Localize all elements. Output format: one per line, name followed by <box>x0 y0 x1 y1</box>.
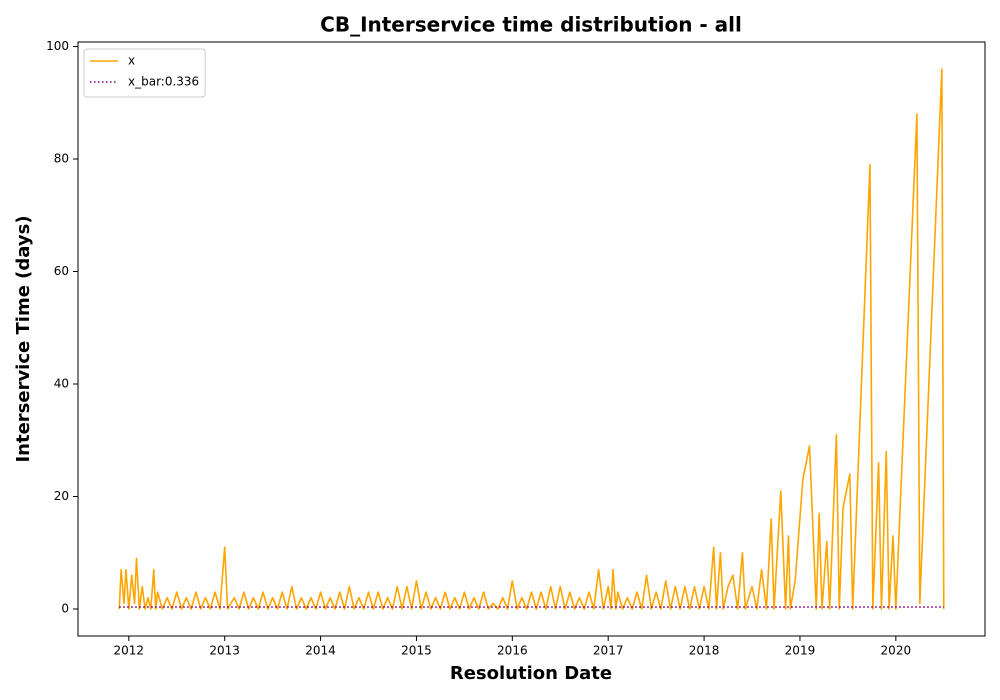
x-axis-label: Resolution Date <box>450 663 612 684</box>
y-tick-label: 40 <box>54 377 69 391</box>
x-tick-label: 2016 <box>497 644 528 658</box>
x-tick-label: 2015 <box>401 644 432 658</box>
y-axis-label: Interservice Time (days) <box>13 215 34 462</box>
x-tick-label: 2012 <box>114 644 145 658</box>
legend-label: x_bar:0.336 <box>128 75 199 89</box>
plot-frame <box>77 41 986 637</box>
x-tick-label: 2013 <box>209 644 240 658</box>
x-tick-label: 2014 <box>305 644 336 658</box>
x-tick-label: 2017 <box>593 644 624 658</box>
legend-box <box>83 48 206 98</box>
y-tick-label: 20 <box>54 489 69 503</box>
y-tick-label: 100 <box>46 39 69 53</box>
x-tick-label: 2018 <box>689 644 720 658</box>
x-tick-label: 2019 <box>785 644 816 658</box>
y-tick-label: 0 <box>61 602 69 616</box>
chart-title: CB_Interservice time distribution - all <box>320 13 742 37</box>
y-tick-label: 60 <box>54 264 69 278</box>
data-line <box>118 68 945 610</box>
x-tick-label: 2020 <box>881 644 912 658</box>
y-tick-label: 80 <box>54 152 69 166</box>
legend-label: x <box>128 54 135 68</box>
